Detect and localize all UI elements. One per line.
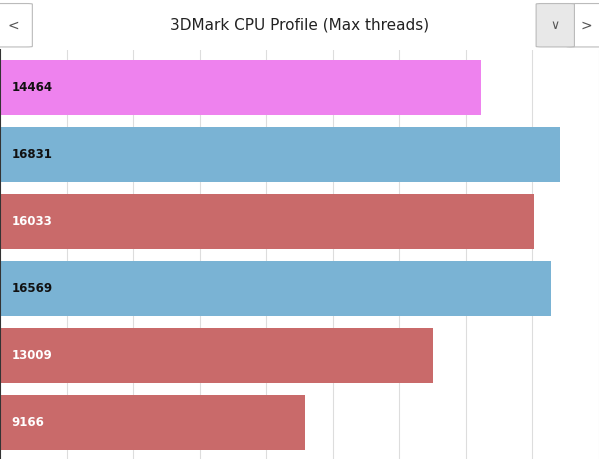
Text: >: > [580,18,592,32]
FancyBboxPatch shape [536,4,574,47]
FancyBboxPatch shape [567,4,599,47]
Text: 16831: 16831 [11,148,53,161]
Bar [0,261,551,316]
Text: ∨: ∨ [550,19,560,32]
Bar [0,194,534,249]
Bar [0,328,433,383]
Bar [0,395,305,450]
Text: <: < [7,18,19,32]
Text: 16569: 16569 [11,282,53,295]
Text: 9166: 9166 [11,416,44,429]
Bar [0,127,560,182]
Text: 14464: 14464 [11,81,53,94]
FancyBboxPatch shape [0,4,32,47]
Text: 13009: 13009 [11,349,52,362]
Text: 3DMark CPU Profile (Max threads): 3DMark CPU Profile (Max threads) [170,18,429,33]
Bar [0,60,482,115]
Text: 16033: 16033 [11,215,52,228]
